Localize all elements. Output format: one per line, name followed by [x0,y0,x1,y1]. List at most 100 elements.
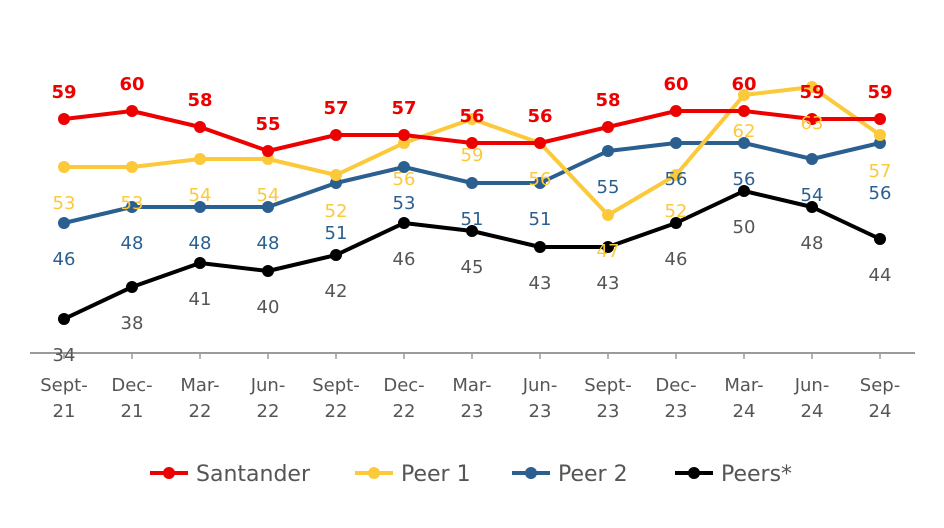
data-label: 57 [869,161,892,182]
data-point [602,209,614,221]
data-point [602,121,614,133]
x-tick-label: 23 [597,401,620,422]
x-tick-label: 22 [257,401,280,422]
legend-marker [525,467,537,479]
x-tick-label: 24 [801,401,824,422]
data-label: 46 [665,249,688,270]
data-point [262,145,274,157]
data-point [602,241,614,253]
data-label: 54 [257,185,280,206]
data-label: 43 [597,273,620,294]
data-point [738,185,750,197]
data-label: 50 [733,217,756,238]
data-label: 53 [53,193,76,214]
data-point [58,113,70,125]
legend-marker [688,467,700,479]
data-label: 56 [527,106,552,127]
data-label: 57 [323,98,348,119]
data-label: 41 [189,289,212,310]
legend-label: Peers* [721,462,792,487]
data-point [194,121,206,133]
data-label: 51 [529,209,552,230]
data-point [874,113,886,125]
legend-label: Santander [196,462,311,487]
data-point [534,241,546,253]
data-label: 52 [665,201,688,222]
data-label: 60 [119,74,144,95]
data-point [670,137,682,149]
data-label: 53 [393,193,416,214]
x-tick-label: Mar- [724,375,763,396]
data-label: 48 [189,233,212,254]
data-point [738,89,750,101]
data-point [806,201,818,213]
data-label: 52 [325,201,348,222]
data-label: 56 [529,169,552,190]
data-point [738,137,750,149]
x-tick-label: 24 [733,401,756,422]
data-point [806,81,818,93]
data-point [398,129,410,141]
x-tick-label: 22 [393,401,416,422]
data-label: 58 [595,90,620,111]
x-tick-label: Sept- [584,375,631,396]
data-label: 58 [187,90,212,111]
x-tick-label: 23 [529,401,552,422]
data-label: 53 [121,193,144,214]
x-tick-label: Dec- [655,375,696,396]
x-tick-label: Dec- [383,375,424,396]
data-point [262,201,274,213]
data-point [874,233,886,245]
x-tick-label: Jun- [794,375,830,396]
data-label: 63 [801,113,824,134]
data-label: 48 [121,233,144,254]
data-point [330,169,342,181]
data-label: 47 [597,241,620,262]
data-label: 48 [801,233,824,254]
x-tick-label: Sep- [860,375,900,396]
data-point [534,177,546,189]
data-point [330,129,342,141]
data-label: 43 [529,273,552,294]
data-label: 55 [597,177,620,198]
legend-label: Peer 2 [558,462,628,487]
x-tick-label: Sept- [40,375,87,396]
x-tick-label: Mar- [180,375,219,396]
legend-label: Peer 1 [401,462,471,487]
x-tick-label: Sept- [312,375,359,396]
data-point [670,105,682,117]
data-point [466,113,478,125]
data-label: 60 [731,74,756,95]
data-label: 59 [51,82,76,103]
data-label: 56 [665,169,688,190]
data-label: 59 [799,82,824,103]
data-label: 56 [393,169,416,190]
legend-marker [163,467,175,479]
data-point [398,161,410,173]
data-label: 34 [53,345,76,366]
x-tick-label: 22 [325,401,348,422]
data-point [58,217,70,229]
data-label: 46 [393,249,416,270]
data-point [194,201,206,213]
data-label: 45 [461,257,484,278]
data-point [194,257,206,269]
x-tick-label: 21 [121,401,144,422]
data-label: 38 [121,313,144,334]
x-tick-label: Jun- [250,375,286,396]
data-label: 55 [255,114,280,135]
data-label: 60 [663,74,688,95]
data-point [466,137,478,149]
data-point [126,161,138,173]
data-label: 57 [391,98,416,119]
legend-marker [368,467,380,479]
data-point [534,137,546,149]
data-label: 51 [461,209,484,230]
data-point [58,313,70,325]
x-tick-label: 23 [461,401,484,422]
data-label: 42 [325,281,348,302]
x-tick-label: Mar- [452,375,491,396]
data-label: 54 [189,185,212,206]
x-tick-label: Dec- [111,375,152,396]
data-label: 59 [461,145,484,166]
